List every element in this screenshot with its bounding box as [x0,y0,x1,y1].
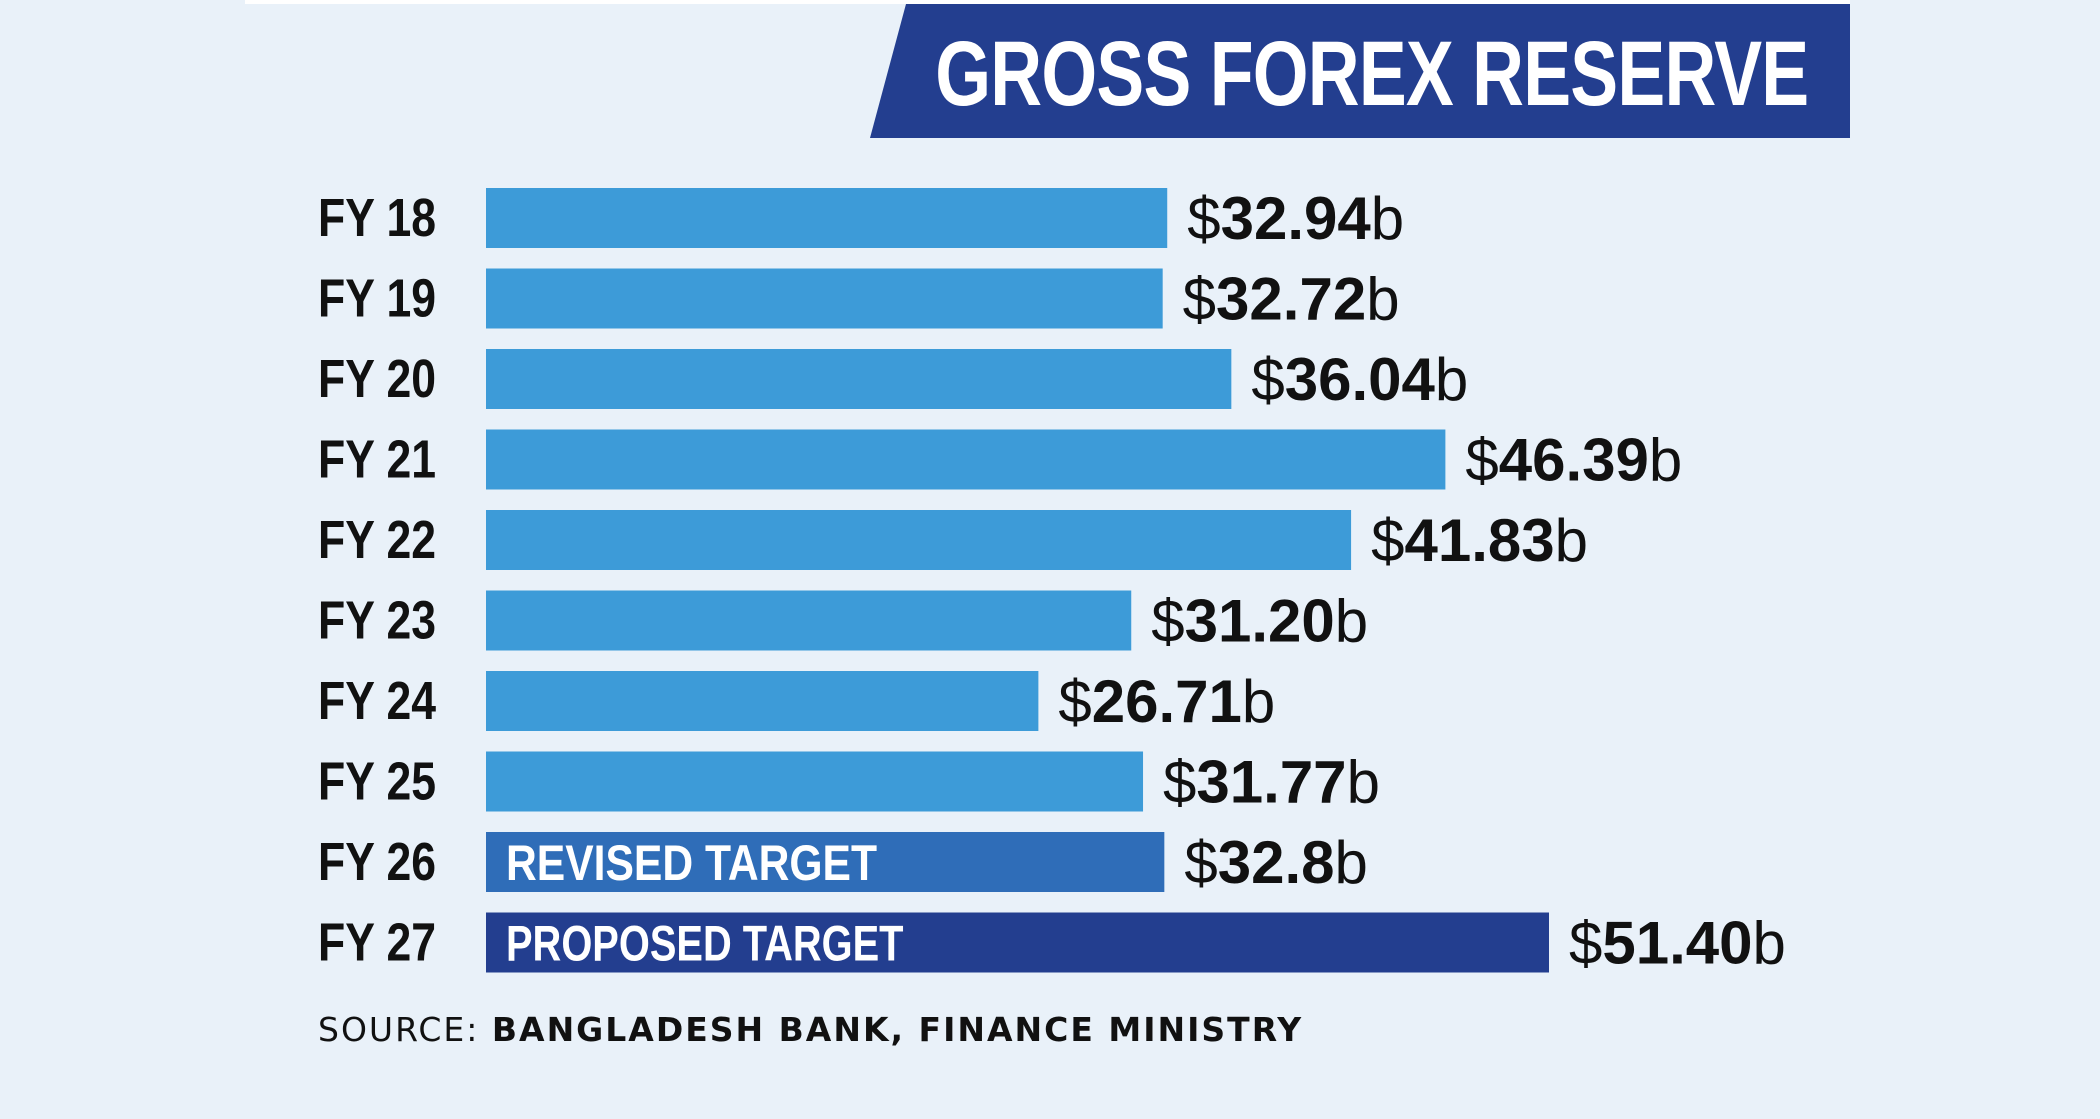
category-label: FY 18 [318,188,436,248]
value-number: 32.94 [1221,185,1372,252]
value-prefix: $ [1058,668,1091,735]
value-number: 31.20 [1185,588,1335,655]
value-number: 36.04 [1285,346,1436,413]
bar [486,510,1352,570]
value-suffix: b [1649,427,1682,494]
bar [486,590,1132,651]
bar-row: FY 21 $46.39b [318,427,1682,494]
value-prefix: $ [1163,749,1196,816]
value-suffix: b [1347,749,1380,816]
value-prefix: $ [1569,910,1602,977]
value-number: 32.8 [1218,829,1335,896]
title-banner-shape [870,4,1850,138]
category-label: FY 27 [318,913,436,973]
category-label: FY 23 [318,591,436,651]
bar [486,832,1165,892]
value-number: 32.72 [1216,266,1366,333]
value-suffix: b [1555,507,1588,574]
category-label: FY 20 [318,349,436,409]
value-suffix: b [1435,346,1468,413]
value-prefix: $ [1183,266,1216,333]
bar [486,349,1232,409]
value-prefix: $ [1371,507,1404,574]
bar-annotation: REVISED TARGET [506,835,877,891]
value-prefix: $ [1184,829,1217,896]
title-banner: GROSS FOREX RESERVE [870,4,1850,138]
bar-row: FY 20 $36.04b [318,346,1468,413]
value-number: 26.71 [1092,668,1242,735]
category-label: FY 26 [318,832,436,892]
bar [486,188,1168,248]
category-label: FY 24 [318,671,436,731]
top-strip [245,0,1850,4]
value-label: $36.04b [1251,346,1468,413]
source-note: SOURCE: BANGLADESH BANK, FINANCE MINISTR… [318,1010,1303,1049]
bar-row: FY 18 $32.94b [318,185,1404,252]
value-prefix: $ [1251,346,1284,413]
bar [486,671,1039,731]
value-suffix: b [1242,668,1275,735]
value-label: $31.20b [1151,588,1368,655]
value-label: $31.77b [1163,749,1380,816]
bar-annotation: PROPOSED TARGET [506,916,904,972]
category-label: FY 25 [318,752,436,812]
value-prefix: $ [1187,185,1220,252]
bar-row: FY 23 $31.20b [318,588,1368,655]
value-suffix: b [1371,185,1404,252]
source-value: BANGLADESH BANK, FINANCE MINISTRY [491,1010,1304,1049]
value-label: $32.72b [1183,266,1400,333]
value-label: $41.83b [1371,507,1588,574]
value-number: 46.39 [1499,427,1649,494]
value-label: $26.71b [1058,668,1275,735]
bar-row: FY 22 $41.83b [318,507,1588,574]
category-label: FY 22 [318,510,436,570]
value-suffix: b [1335,588,1368,655]
bar-row: FY 27 PROPOSED TARGET $51.40b [318,910,1786,977]
bar-row: FY 24 $26.71b [318,668,1275,735]
value-number: 41.83 [1404,507,1554,574]
value-prefix: $ [1151,588,1184,655]
bar [486,429,1446,490]
value-label: $46.39b [1465,427,1682,494]
bar-row: FY 19 $32.72b [318,266,1400,333]
chart-title: GROSS FOREX RESERVE [934,23,1809,125]
value-number: 51.40 [1602,910,1752,977]
value-label: $51.40b [1569,910,1786,977]
value-suffix: b [1334,829,1367,896]
bar-row: FY 25 $31.77b [318,749,1380,816]
value-label: $32.8b [1184,829,1368,896]
source-label: SOURCE: [318,1010,480,1049]
bar-row: FY 26 REVISED TARGET $32.8b [318,829,1368,896]
category-label: FY 19 [318,269,436,329]
bar [486,912,1549,973]
bar [486,751,1144,812]
value-suffix: b [1366,266,1399,333]
bar [486,268,1163,329]
value-suffix: b [1753,910,1786,977]
value-number: 31.77 [1196,749,1346,816]
category-label: FY 21 [318,430,436,490]
value-prefix: $ [1465,427,1498,494]
value-label: $32.94b [1187,185,1404,252]
